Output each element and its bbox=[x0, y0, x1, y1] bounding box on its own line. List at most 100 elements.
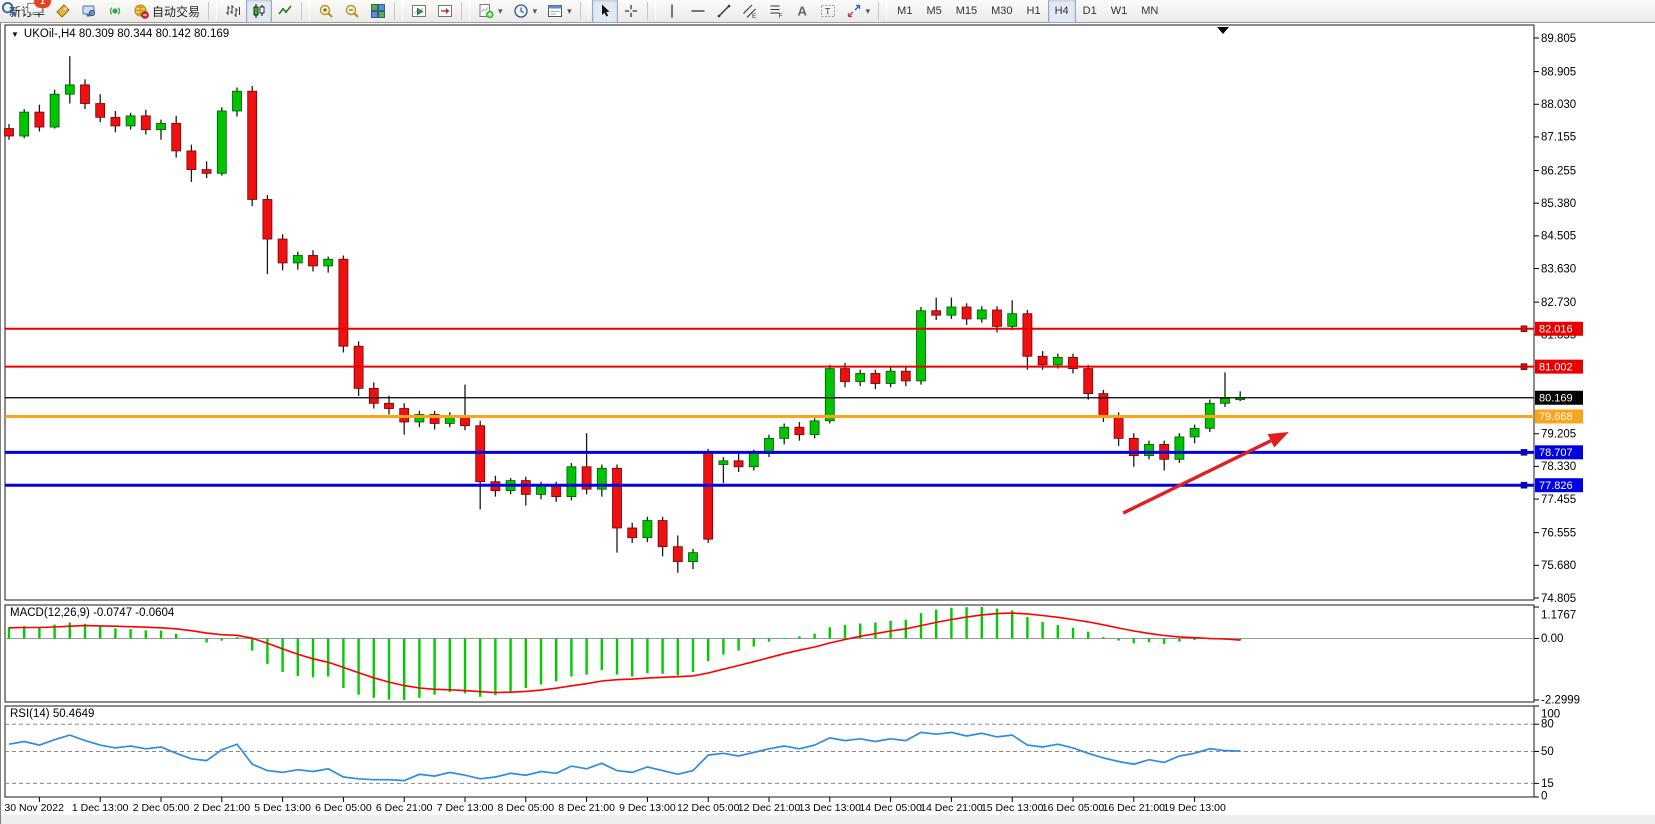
horizontal-line-button[interactable] bbox=[685, 0, 711, 23]
cursor-button[interactable] bbox=[591, 0, 618, 23]
candle-body bbox=[1052, 356, 1063, 366]
price-badge-label: 81.002 bbox=[1539, 361, 1573, 373]
candle-body bbox=[1083, 368, 1094, 395]
candle-body bbox=[201, 169, 212, 174]
chat-button[interactable]: 1 bbox=[26, 0, 51, 18]
macd-histogram-bar bbox=[418, 638, 421, 698]
x-tick-label: 9 Dec 13:00 bbox=[619, 802, 676, 814]
macd-histogram-bar bbox=[539, 638, 543, 685]
y-tick-label: 79.205 bbox=[1541, 429, 1576, 441]
price-line-handle[interactable] bbox=[1520, 363, 1528, 370]
tf-m30-button-label: M30 bbox=[991, 5, 1013, 17]
tf-m1-button[interactable]: M1 bbox=[890, 0, 919, 23]
candle-body bbox=[733, 460, 744, 468]
chart-shift-button[interactable] bbox=[432, 0, 458, 23]
macd-histogram-bar bbox=[1117, 638, 1120, 641]
zoom-out-icon bbox=[345, 4, 359, 18]
price-line-handle[interactable] bbox=[1520, 481, 1528, 489]
globe-icon bbox=[134, 4, 149, 19]
chart-area: 89.805 88.905 88.030 87.155 86.255 85.380 84.5… bbox=[0, 23, 1655, 824]
signals-button[interactable] bbox=[102, 0, 128, 23]
macd-histogram-bar bbox=[661, 638, 664, 674]
x-tick-label: 7 Dec 13:00 bbox=[437, 802, 494, 814]
rsi-tick-label: 80 bbox=[1541, 719, 1554, 731]
candle-body bbox=[520, 480, 531, 495]
new-chart-button[interactable]: ▾ bbox=[473, 0, 508, 23]
macd-histogram-bar bbox=[433, 638, 436, 695]
candle-body bbox=[718, 460, 729, 465]
candle-body bbox=[34, 111, 45, 128]
terminal-button[interactable] bbox=[76, 0, 102, 23]
candle-body bbox=[992, 309, 1002, 327]
periods-button[interactable]: ▾ bbox=[508, 0, 543, 23]
trend-arrow-annotation[interactable] bbox=[1122, 439, 1272, 515]
price-line-handle[interactable] bbox=[1520, 449, 1528, 456]
vline-icon bbox=[670, 4, 673, 18]
channel-button[interactable]: E bbox=[737, 0, 763, 23]
tf-mn-button[interactable]: MN bbox=[1134, 0, 1165, 23]
x-tick-label: 8 Dec 21:00 bbox=[558, 802, 615, 814]
toolbar-separator bbox=[461, 2, 471, 20]
fibonacci-button[interactable]: F bbox=[763, 0, 789, 23]
auto-scroll-button[interactable] bbox=[406, 0, 432, 23]
x-tick-label: 12 Dec 05:00 bbox=[677, 802, 740, 814]
crosshair-button[interactable] bbox=[618, 0, 644, 23]
macd-histogram-bar bbox=[1071, 627, 1075, 639]
candlestick-icon bbox=[253, 4, 265, 18]
tf-mn-button-label: MN bbox=[1141, 5, 1159, 17]
arrows-button[interactable]: ▾ bbox=[841, 0, 876, 23]
macd-histogram-bar bbox=[311, 638, 315, 678]
price-badge bbox=[1535, 478, 1583, 493]
zoom-out-button[interactable] bbox=[339, 0, 365, 23]
text-button[interactable]: A bbox=[789, 0, 815, 23]
macd-histogram-bar bbox=[1102, 637, 1105, 639]
trend-arrow-head[interactable] bbox=[1267, 432, 1289, 448]
tf-m5-button[interactable]: M5 bbox=[919, 0, 948, 23]
tile-windows-button[interactable] bbox=[365, 0, 391, 23]
macd-histogram-bar bbox=[646, 638, 649, 674]
bar-chart-button[interactable] bbox=[220, 0, 246, 23]
tag-button[interactable] bbox=[50, 0, 76, 23]
candlestick-button[interactable] bbox=[246, 0, 273, 23]
label-icon: T bbox=[820, 5, 835, 17]
tf-m15-button[interactable]: M15 bbox=[949, 0, 984, 23]
dropdown-caret-icon: ▾ bbox=[498, 5, 503, 16]
vertical-line-button[interactable] bbox=[659, 0, 685, 23]
macd-histogram-bar bbox=[99, 626, 102, 639]
zoom-in-button[interactable] bbox=[313, 0, 339, 23]
x-tick-label: 16 Dec 21:00 bbox=[1103, 802, 1166, 814]
tile-windows-icon bbox=[371, 4, 386, 18]
trendline-button[interactable] bbox=[711, 0, 737, 23]
tf-h1-button-label: H1 bbox=[1026, 5, 1041, 17]
candle-body bbox=[1220, 398, 1230, 404]
autotrade-button[interactable]: 自动交易 bbox=[128, 0, 205, 23]
line-chart-button[interactable] bbox=[272, 0, 298, 23]
template-icon bbox=[548, 5, 563, 17]
rsi-tick-label: 50 bbox=[1541, 746, 1554, 758]
rsi-tick-label: 0 bbox=[1541, 791, 1547, 803]
candle-body bbox=[703, 452, 714, 540]
macd-histogram-bar bbox=[752, 638, 755, 647]
signal-icon bbox=[109, 7, 121, 15]
tf-m30-button[interactable]: M30 bbox=[984, 0, 1019, 23]
tf-h4-button[interactable]: H4 bbox=[1047, 0, 1076, 23]
tf-w1-button[interactable]: W1 bbox=[1104, 0, 1135, 23]
macd-histogram-bar bbox=[281, 638, 284, 672]
macd-histogram-bar bbox=[403, 638, 406, 701]
candle-body bbox=[80, 84, 90, 104]
x-tick-label: 19 Dec 13:00 bbox=[1163, 802, 1226, 814]
tf-d1-button[interactable]: D1 bbox=[1076, 0, 1104, 23]
templates-button[interactable]: ▾ bbox=[542, 0, 577, 23]
macd-histogram-bar bbox=[889, 620, 892, 639]
macd-histogram-bar bbox=[828, 627, 831, 639]
macd-tick-label: -2.2999 bbox=[1541, 695, 1580, 707]
collapse-arrow-icon[interactable]: ▼ bbox=[11, 29, 19, 39]
y-tick-label: 89.805 bbox=[1541, 33, 1576, 45]
tf-h1-button[interactable]: H1 bbox=[1020, 0, 1048, 23]
candle-body bbox=[931, 310, 942, 316]
search-button[interactable] bbox=[0, 0, 18, 18]
text-label-button[interactable]: T bbox=[815, 0, 841, 23]
price-line-handle[interactable] bbox=[1520, 325, 1528, 333]
autotrade-button-label: 自动交易 bbox=[152, 4, 201, 19]
